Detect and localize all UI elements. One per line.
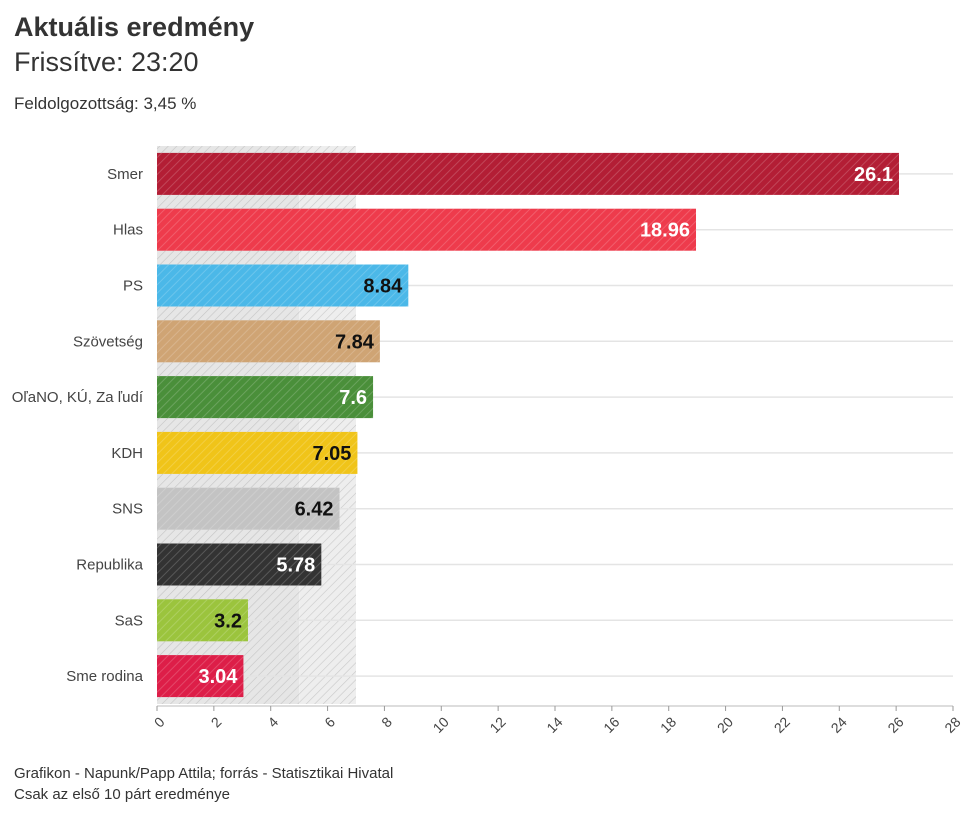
category-label: PS	[123, 278, 143, 295]
x-tick-label: 10	[430, 713, 452, 735]
bar-texture	[157, 655, 244, 698]
data-label: 8.84	[363, 276, 403, 298]
x-tick-label: 24	[828, 713, 850, 735]
category-label: Smer	[107, 166, 143, 183]
category-label: Szövetség	[73, 333, 143, 350]
x-tick-label: 14	[543, 713, 565, 735]
data-label: 7.05	[312, 443, 351, 465]
bar-texture	[157, 320, 380, 363]
category-label: SNS	[112, 501, 143, 518]
category-label: Republika	[76, 557, 143, 574]
data-label: 6.42	[295, 499, 334, 521]
x-tick-label: 4	[264, 713, 281, 730]
bar-texture	[157, 376, 374, 419]
data-label: 18.96	[640, 220, 690, 242]
bar-texture	[157, 543, 322, 586]
data-label: 3.04	[198, 666, 238, 688]
category-label: OľaNO, KÚ, Za ľudí	[12, 389, 144, 406]
x-tick-label: 20	[714, 713, 736, 735]
source-note: Grafikon - Napunk/Papp Attila; forrás - …	[14, 765, 394, 782]
x-tick-label: 2	[208, 713, 225, 730]
data-label: 3.2	[214, 610, 242, 632]
data-label: 26.1	[854, 164, 893, 186]
bar-texture	[157, 264, 409, 307]
x-tick-label: 12	[486, 713, 508, 735]
category-label: Hlas	[113, 222, 143, 239]
data-label: 7.6	[339, 387, 367, 409]
bar-texture	[157, 208, 697, 251]
bar-chart: 26.1 Smer 18.96 Hlas 8.84 PS 7.84 Szövetség 7.6 O…	[12, 146, 964, 736]
x-axis: 0 2 4 6 8 10 12 14 16 18 20 22 24 26 28	[151, 705, 964, 736]
data-label: 7.84	[335, 331, 375, 353]
x-tick-label: 18	[657, 713, 679, 735]
x-tick-label: 6	[321, 713, 338, 730]
x-tick-label: 0	[151, 713, 168, 730]
category-label: Sme rodina	[66, 668, 143, 685]
x-tick-label: 22	[771, 713, 793, 735]
bars: 26.1 Smer 18.96 Hlas 8.84 PS 7.84 Szövetség 7.6 O…	[12, 152, 899, 698]
scope-note: Csak az első 10 párt eredménye	[14, 786, 230, 803]
bar-texture	[157, 152, 899, 195]
category-label: KDH	[111, 445, 143, 462]
bar-texture	[157, 431, 358, 474]
x-tick-label: 28	[941, 713, 963, 735]
category-label: SaS	[115, 612, 143, 629]
x-tick-label: 26	[884, 713, 906, 735]
data-label: 5.78	[276, 555, 315, 577]
chart-title: Aktuális eredmény	[14, 12, 255, 42]
bar-texture	[157, 487, 340, 530]
bar-texture	[157, 599, 248, 642]
processed-percentage: Feldolgozottság: 3,45 %	[14, 94, 197, 113]
chart-subtitle: Frissítve: 23:20	[14, 47, 199, 77]
x-tick-label: 8	[378, 713, 395, 730]
x-tick-label: 16	[600, 713, 622, 735]
